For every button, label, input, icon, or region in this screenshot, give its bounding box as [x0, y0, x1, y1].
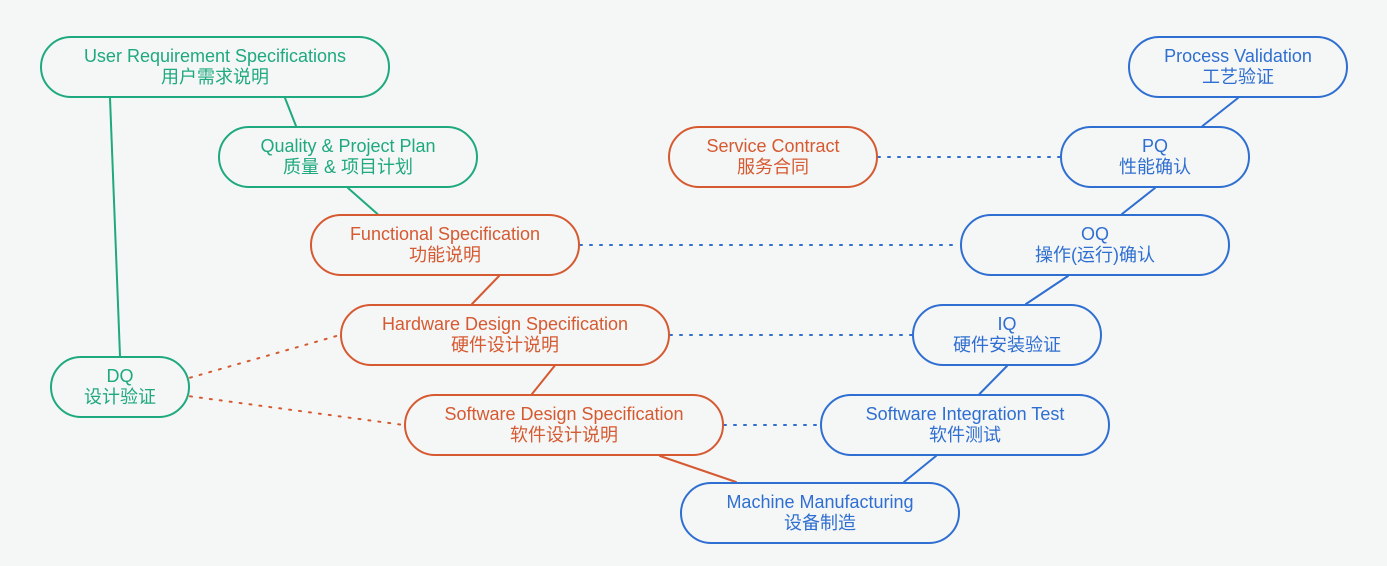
node-dq: DQ 设计验证	[50, 356, 190, 418]
node-fs-zh: 功能说明	[409, 245, 481, 266]
node-oq-zh: 操作(运行)确认	[1035, 245, 1155, 266]
edge-hds-sds	[532, 366, 555, 394]
edge-urs-qpp	[285, 98, 296, 126]
node-qpp-zh: 质量 & 项目计划	[283, 157, 413, 178]
edge-iq-oq	[1026, 276, 1068, 304]
edge-sit-iq	[980, 366, 1008, 394]
edge-pq-pv	[1203, 98, 1239, 126]
node-sit: Software Integration Test 软件测试	[820, 394, 1110, 456]
node-qpp-en: Quality & Project Plan	[260, 136, 435, 157]
edge-dq-hds	[190, 335, 340, 378]
node-mm-zh: 设备制造	[784, 513, 856, 534]
edge-sds-mm	[660, 456, 736, 482]
node-pq: PQ 性能确认	[1060, 126, 1250, 188]
node-sds-en: Software Design Specification	[444, 404, 683, 425]
node-urs: User Requirement Specifications 用户需求说明	[40, 36, 390, 98]
edge-fs-hds	[472, 276, 499, 304]
node-sc-en: Service Contract	[706, 136, 839, 157]
node-dq-en: DQ	[107, 366, 134, 387]
v-model-diagram: User Requirement Specifications 用户需求说明 Q…	[0, 0, 1387, 566]
node-fs: Functional Specification 功能说明	[310, 214, 580, 276]
node-dq-zh: 设计验证	[84, 387, 156, 408]
node-pv-zh: 工艺验证	[1202, 67, 1274, 88]
node-hds-zh: 硬件设计说明	[451, 335, 559, 356]
node-iq-en: IQ	[997, 314, 1016, 335]
edge-qpp-fs	[348, 188, 378, 214]
node-mm-en: Machine Manufacturing	[726, 492, 913, 513]
node-pq-en: PQ	[1142, 136, 1168, 157]
edge-urs-dq	[110, 98, 120, 356]
node-hds-en: Hardware Design Specification	[382, 314, 628, 335]
edge-oq-pq	[1122, 188, 1155, 214]
edge-mm-sit	[904, 456, 936, 482]
node-iq-zh: 硬件安装验证	[953, 335, 1061, 356]
node-oq: OQ 操作(运行)确认	[960, 214, 1230, 276]
node-oq-en: OQ	[1081, 224, 1109, 245]
node-fs-en: Functional Specification	[350, 224, 540, 245]
node-hds: Hardware Design Specification 硬件设计说明	[340, 304, 670, 366]
node-sc-zh: 服务合同	[737, 157, 809, 178]
node-pv: Process Validation 工艺验证	[1128, 36, 1348, 98]
edge-dq-sds	[190, 396, 404, 425]
node-sit-zh: 软件测试	[929, 425, 1001, 446]
node-pv-en: Process Validation	[1164, 46, 1312, 67]
node-sds-zh: 软件设计说明	[510, 425, 618, 446]
node-sit-en: Software Integration Test	[866, 404, 1065, 425]
node-urs-en: User Requirement Specifications	[84, 46, 346, 67]
node-urs-zh: 用户需求说明	[161, 67, 269, 88]
node-sc: Service Contract 服务合同	[668, 126, 878, 188]
node-sds: Software Design Specification 软件设计说明	[404, 394, 724, 456]
node-mm: Machine Manufacturing 设备制造	[680, 482, 960, 544]
node-pq-zh: 性能确认	[1119, 157, 1191, 178]
node-iq: IQ 硬件安装验证	[912, 304, 1102, 366]
node-qpp: Quality & Project Plan 质量 & 项目计划	[218, 126, 478, 188]
